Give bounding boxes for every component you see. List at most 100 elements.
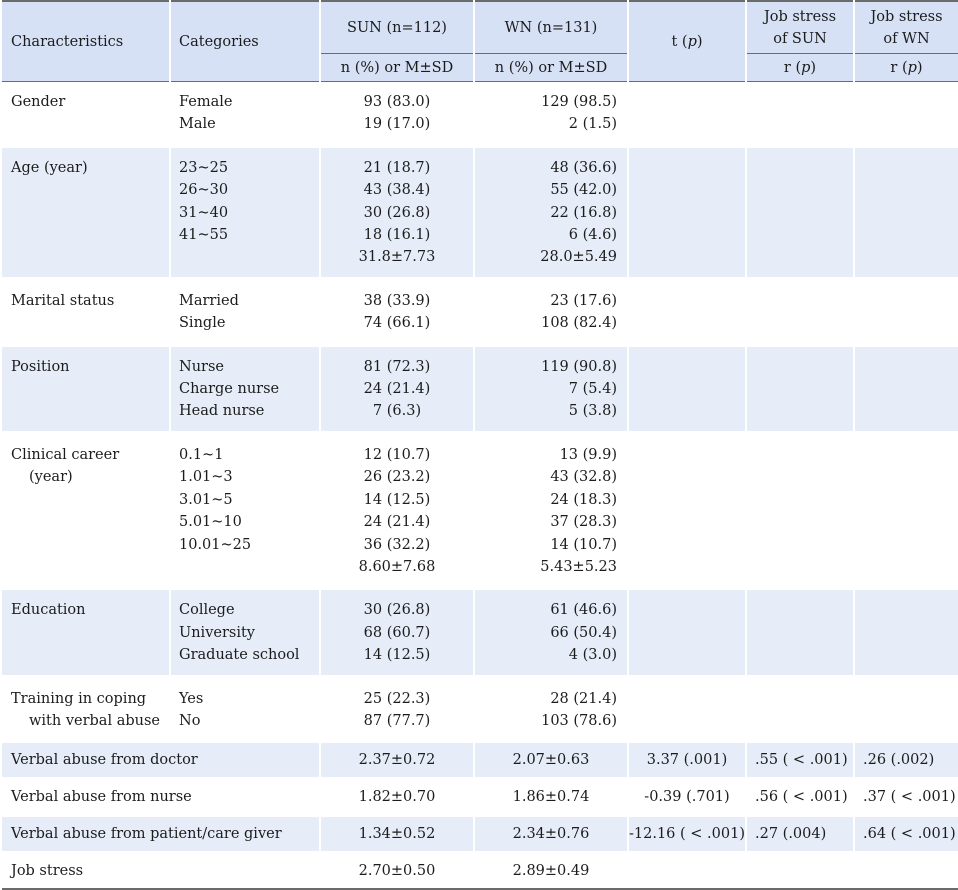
sun-values-cell: 81 (72.3) 24 (21.4) 7 (6.3) <box>320 342 475 433</box>
sun-values-cell: 30 (26.8) 68 (60.7) 14 (12.5) <box>320 586 475 677</box>
header-r-close-wn: ) <box>916 59 923 76</box>
sun-value: 18 (16.1) <box>363 227 431 244</box>
header-wn: WN (n=131) <box>474 0 629 54</box>
wn-value: 23 (17.6) <box>550 292 617 309</box>
category-label: 1.01~3 <box>179 469 233 486</box>
wn-value: 28.0±5.49 <box>540 249 617 266</box>
sun-value: 36 (32.2) <box>363 536 431 553</box>
js-wn-cell <box>854 276 958 345</box>
sun-value: 25 (22.3) <box>363 690 431 707</box>
sun-value: 7 (6.3) <box>372 403 422 420</box>
category-label <box>179 246 319 268</box>
table-row: Position Nurse Charge nurse Head nurse 81 (7… <box>2 342 958 433</box>
js-sun-cell <box>746 430 855 589</box>
t-cell <box>628 143 747 279</box>
header-r-label-sun: r ( <box>783 59 802 76</box>
js-wn-value <box>854 851 958 890</box>
sun-value: 14 (12.5) <box>363 491 431 508</box>
wn-values-cell: 119 (90.8) 7 (5.4) 5 (3.8) <box>474 342 629 433</box>
table-row: Clinical career (year) 0.1~1 1.01~3 3.01~5 5.… <box>2 430 958 589</box>
js-sun-cell <box>746 586 855 677</box>
category-label: 3.01~5 <box>179 491 233 508</box>
wn-values-cell: 129 (98.5) 2 (1.5) <box>474 81 629 146</box>
characteristic-cell: Clinical career (year) <box>2 430 171 589</box>
sun-values-cell: 21 (18.7) 43 (38.4) 30 (26.8) 18 (16.1) 31.8… <box>320 143 475 279</box>
wn-values-cell: 61 (46.6) 66 (50.4) 4 (3.0) <box>474 586 629 677</box>
sun-value: 38 (33.9) <box>363 292 431 309</box>
wn-value: 37 (28.3) <box>550 514 617 531</box>
sun-value: 93 (83.0) <box>363 94 431 110</box>
header-js-wn-line2: of WN <box>883 30 930 47</box>
characteristic-cell: Gender <box>2 81 171 146</box>
wn-value: 1.86±0.74 <box>474 777 629 816</box>
sun-value: 12 (10.7) <box>363 446 431 463</box>
category-label: 5.01~10 <box>179 514 242 531</box>
wn-value: 103 (78.6) <box>541 712 617 729</box>
header-js-sun-line2: of SUN <box>773 30 827 47</box>
js-wn-value: .64 ( < .001) <box>854 814 958 853</box>
category-label: 41~55 <box>179 227 229 244</box>
category-label: 10.01~25 <box>179 536 252 553</box>
header-t-label: t ( <box>671 33 688 50</box>
category-label: Nurse <box>179 358 224 375</box>
js-sun-cell <box>746 342 855 433</box>
header-categories: Categories <box>170 0 321 82</box>
header-job-stress-sun: Job stress of SUN <box>746 0 855 54</box>
js-sun-cell <box>746 276 855 345</box>
sun-value: 19 (17.0) <box>363 116 431 133</box>
characteristic-label: (year) <box>29 469 73 486</box>
wn-value: 43 (32.8) <box>550 469 617 486</box>
characteristic-label: Age (year) <box>11 159 88 176</box>
header-r-p-wn: r (p) <box>854 53 958 82</box>
sun-values-cell: 93 (83.0) 19 (17.0) <box>320 81 475 146</box>
js-wn-cell <box>854 81 958 146</box>
header-t-p: t (p) <box>628 0 747 82</box>
category-label <box>179 556 319 578</box>
sun-values-cell: 25 (22.3) 87 (77.7) <box>320 674 475 742</box>
sun-value: 24 (21.4) <box>363 381 431 398</box>
wn-values-cell: 23 (17.6) 108 (82.4) <box>474 276 629 345</box>
category-label: 26~30 <box>179 182 229 199</box>
header-t-close: ) <box>696 33 703 50</box>
categories-cell: 0.1~1 1.01~3 3.01~5 5.01~10 10.01~25 <box>170 430 321 589</box>
wn-value: 24 (18.3) <box>550 491 617 508</box>
header-js-sun-line1: Job stress <box>763 8 837 25</box>
js-sun-value: .56 ( < .001) <box>746 777 855 816</box>
table-row: Verbal abuse from doctor 2.37±0.72 2.07±0.… <box>2 740 958 779</box>
characteristic-label: Clinical career <box>11 446 120 463</box>
header-characteristics: Characteristics <box>2 0 171 82</box>
wn-value: 7 (5.4) <box>568 381 617 398</box>
sun-value: 21 (18.7) <box>363 159 431 176</box>
category-label: 0.1~1 <box>179 446 224 463</box>
js-sun-cell <box>746 674 855 742</box>
category-label: Yes <box>179 690 204 707</box>
js-sun-cell <box>746 143 855 279</box>
category-label: Married <box>179 292 239 309</box>
js-sun-value <box>746 851 855 890</box>
wn-value: 2 (1.5) <box>568 116 617 133</box>
characteristic-label: Verbal abuse from nurse <box>2 777 321 816</box>
characteristic-label: with verbal abuse <box>29 712 160 729</box>
table-body: Gender Female Male 93 (83.0) 19 (17.0) 129 (9… <box>2 81 958 890</box>
sun-value: 87 (77.7) <box>363 712 431 729</box>
t-cell <box>628 586 747 677</box>
category-label: University <box>179 624 255 641</box>
js-wn-cell <box>854 342 958 433</box>
header-r-p-wn-italic: p <box>907 59 917 76</box>
wn-values-cell: 13 (9.9) 43 (32.8) 24 (18.3) 37 (28.3) 14 (1… <box>474 430 629 589</box>
header-r-p-sun-italic: p <box>801 59 811 76</box>
sun-values-cell: 12 (10.7) 26 (23.2) 14 (12.5) 24 (21.4) 36 (… <box>320 430 475 589</box>
header-r-close-sun: ) <box>810 59 817 76</box>
table-row: Job stress 2.70±0.50 2.89±0.49 <box>2 851 958 890</box>
sun-value: 1.82±0.70 <box>320 777 475 816</box>
header-row-1: Characteristics Categories SUN (n=112) W… <box>2 0 958 82</box>
table-row: Gender Female Male 93 (83.0) 19 (17.0) 129 (9… <box>2 81 958 146</box>
characteristic-cell: Education <box>2 586 171 677</box>
categories-cell: 23~25 26~30 31~40 41~55 <box>170 143 321 279</box>
category-label: Charge nurse <box>179 381 280 398</box>
t-value <box>628 851 747 890</box>
wn-value: 14 (10.7) <box>550 536 617 553</box>
wn-value: 61 (46.6) <box>550 602 617 619</box>
js-sun-value: .55 ( < .001) <box>746 740 855 779</box>
category-label: Single <box>179 315 226 332</box>
